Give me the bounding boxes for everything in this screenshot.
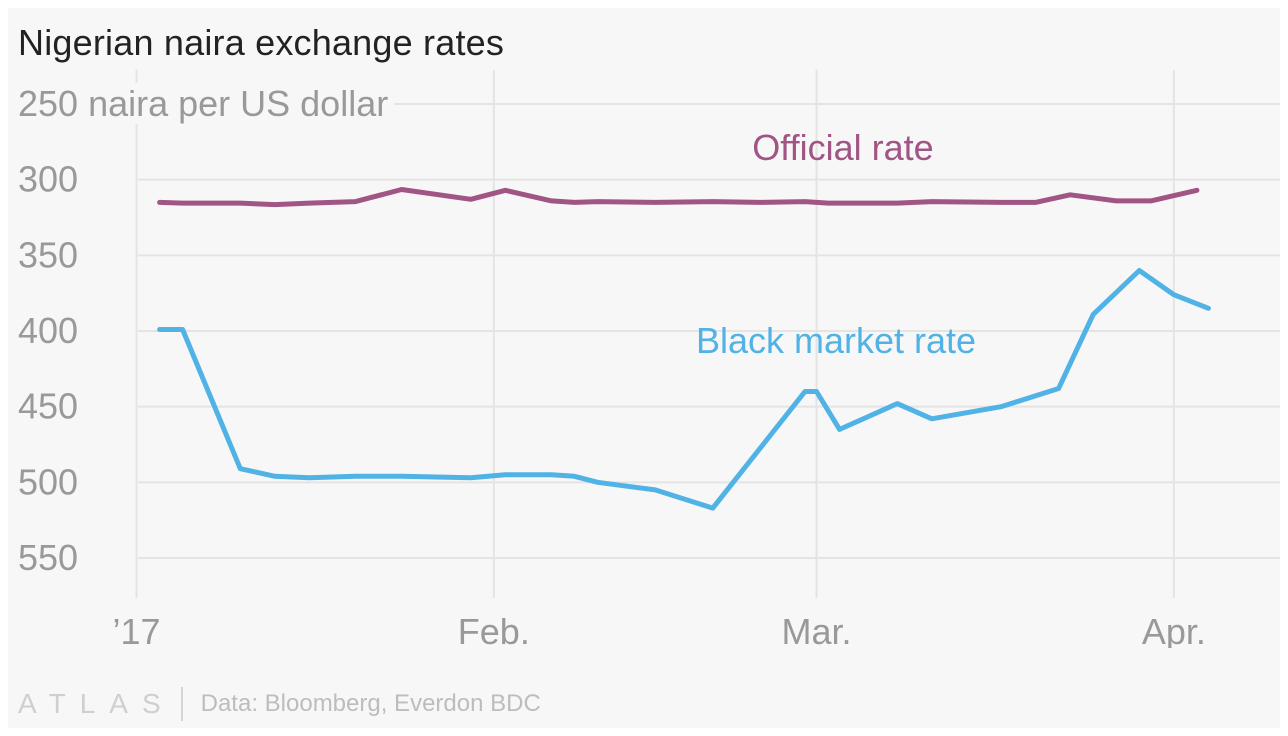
black-market-rate-label: Black market rate xyxy=(696,320,976,361)
y-tick-label: 550 xyxy=(18,537,78,578)
official-rate-line xyxy=(157,187,1200,208)
y-tick-label: 250 naira per US dollar xyxy=(18,83,388,124)
y-tick-label: 450 xyxy=(18,386,78,427)
x-tick-label: ’17 xyxy=(113,611,161,648)
y-tick-label-bg xyxy=(16,83,395,124)
x-tick-label: Apr. xyxy=(1142,611,1206,648)
data-source: Data: Bloomberg, Everdon BDC xyxy=(200,690,541,717)
y-tick-label-bg xyxy=(16,537,85,578)
atlas-logo: ATLAS xyxy=(18,688,175,719)
x-tick-label: Mar. xyxy=(782,611,852,648)
y-tick-label-bg xyxy=(16,158,85,200)
y-tick-label-bg xyxy=(16,234,85,276)
footer-divider xyxy=(180,687,183,721)
y-tick-label: 350 xyxy=(18,234,78,275)
y-tick-label: 400 xyxy=(18,310,78,351)
chart-card: Nigerian naira exchange rates 250 naira … xyxy=(8,8,1280,728)
y-tick-label-bg xyxy=(16,385,85,427)
y-tick-label-bg xyxy=(16,310,85,351)
y-tick-label: 300 xyxy=(18,159,78,200)
line-chart: 250 naira per US dollar 300 350 400 450 500 55… xyxy=(16,70,1280,648)
official-rate-label: Official rate xyxy=(752,127,933,168)
y-tick-label-bg xyxy=(16,461,85,503)
black-market-rate-line xyxy=(157,268,1211,511)
y-tick-label: 500 xyxy=(18,461,78,502)
x-tick-label: Feb. xyxy=(458,611,530,648)
chart-title: Nigerian naira exchange rates xyxy=(18,22,505,63)
footer: ATLAS Data: Bloomberg, Everdon BDC xyxy=(18,684,541,724)
